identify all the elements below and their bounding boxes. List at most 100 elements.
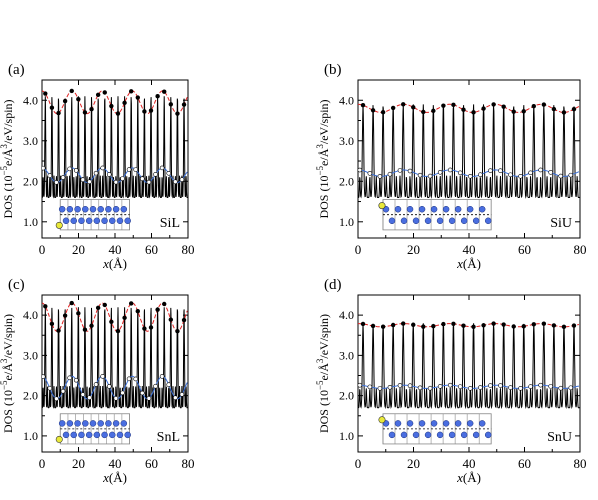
- x-axis-label-unit: (Å): [463, 256, 481, 271]
- inset-atom: [105, 205, 112, 213]
- peak-marker: [521, 109, 526, 114]
- inset-atom: [124, 217, 131, 225]
- x-tick-label: 40: [109, 242, 122, 257]
- peak-marker: [370, 108, 376, 113]
- peak-marker: [571, 106, 577, 112]
- secondary-peak-marker: [358, 382, 363, 388]
- y-tick-label: 4.0: [339, 93, 354, 107]
- secondary-peak-marker: [173, 179, 178, 185]
- plot-area: [42, 300, 188, 409]
- y-axis-label: DOS (10−5e/Å3/eV/spin): [315, 314, 331, 433]
- peak-marker: [551, 106, 557, 112]
- x-tick-label: 40: [109, 456, 122, 471]
- secondary-peak-marker: [120, 390, 125, 396]
- plot-area: [42, 88, 188, 199]
- peak-marker: [148, 108, 154, 113]
- secondary-peak-marker: [397, 168, 403, 173]
- secondary-peak-marker: [153, 172, 158, 177]
- y-axis-label-part: −5: [315, 165, 325, 175]
- secondary-peak-marker: [173, 395, 178, 401]
- peak-marker: [380, 324, 386, 329]
- y-tick-label: 3.0: [339, 348, 354, 362]
- inset-atom: [66, 205, 74, 213]
- secondary-peak-marker: [508, 385, 513, 390]
- peak-marker: [49, 321, 55, 327]
- peak-marker: [411, 322, 416, 327]
- inset-atom: [424, 217, 432, 225]
- secondary-peak-marker: [447, 167, 453, 173]
- peak-marker: [162, 89, 167, 94]
- inset-atom: [74, 420, 81, 427]
- y-tick-label: 4.0: [23, 93, 38, 107]
- inset-atom: [109, 431, 116, 439]
- secondary-peak-marker: [528, 384, 533, 389]
- inset-atom: [418, 420, 426, 427]
- x-axis-label: x(Å): [456, 470, 481, 485]
- peak-marker: [451, 321, 456, 327]
- inset-atom: [472, 217, 480, 225]
- secondary-peak-marker: [397, 383, 403, 388]
- y-tick-label: 2.0: [339, 174, 354, 188]
- structure-label: SiL: [160, 216, 180, 231]
- secondary-peak-marker: [73, 168, 79, 173]
- inset-atom: [454, 420, 462, 427]
- secondary-peak-marker: [377, 174, 383, 179]
- inset-atom: [97, 205, 104, 213]
- secondary-peak-marker: [60, 175, 66, 180]
- x-tick-label: 80: [182, 242, 195, 257]
- secondary-peak-marker: [447, 382, 453, 388]
- peak-marker: [62, 313, 68, 318]
- peak-marker: [168, 317, 174, 322]
- secondary-peak-marker: [166, 382, 172, 387]
- y-tick-label: 3.0: [339, 134, 354, 148]
- secondary-peak-marker: [93, 382, 99, 387]
- peak-marker: [471, 324, 476, 329]
- secondary-peak-marker: [42, 374, 46, 379]
- inset-frame: [59, 199, 130, 231]
- peak-marker: [155, 307, 160, 312]
- peak-marker: [511, 324, 516, 329]
- secondary-peak-marker: [568, 385, 574, 391]
- secondary-peak-marker: [54, 396, 59, 402]
- panel-label: (d): [324, 277, 342, 293]
- plot-area: [358, 321, 580, 410]
- peak-marker: [551, 323, 557, 328]
- peak-marker: [128, 301, 134, 306]
- y-tick-label: 1.0: [339, 429, 354, 443]
- peak-marker: [481, 106, 486, 111]
- secondary-peak-marker: [468, 173, 473, 179]
- peak-marker: [380, 110, 386, 115]
- axes-frame: [357, 79, 581, 239]
- inset-atom: [116, 431, 124, 439]
- y-tick-label: 1.0: [23, 215, 38, 229]
- inset-atom: [105, 420, 112, 427]
- secondary-peak-marker: [47, 173, 53, 178]
- inset-atom: [406, 420, 414, 427]
- y-axis-label-part: 3: [315, 144, 325, 149]
- inset-atom: [430, 205, 438, 213]
- secondary-peak-marker: [367, 171, 373, 176]
- secondary-peak-marker: [113, 396, 119, 401]
- peak-marker: [181, 317, 187, 323]
- peak-marker: [135, 95, 140, 100]
- x-axis-label-unit: (Å): [463, 470, 481, 485]
- secondary-peak-marker: [468, 386, 473, 391]
- peak-marker: [511, 109, 516, 114]
- inset-atom: [478, 205, 486, 213]
- secondary-peak-marker: [146, 179, 152, 185]
- inset-atom: [82, 420, 89, 427]
- secondary-peak-marker: [427, 173, 433, 179]
- peak-marker: [49, 105, 55, 110]
- secondary-peak-marker: [437, 169, 443, 175]
- inset-atom: [124, 431, 131, 439]
- y-axis-label-part: e/Å: [1, 363, 15, 381]
- axes-frame: [357, 294, 581, 453]
- peak-marker: [561, 110, 567, 115]
- inset-frame: [59, 413, 130, 445]
- secondary-peak-marker: [478, 385, 483, 390]
- peak-marker: [102, 302, 107, 308]
- secondary-peak-marker: [80, 177, 86, 183]
- y-tick-label: 2.0: [23, 389, 38, 403]
- peak-marker: [441, 321, 446, 327]
- inset-atom: [89, 205, 97, 213]
